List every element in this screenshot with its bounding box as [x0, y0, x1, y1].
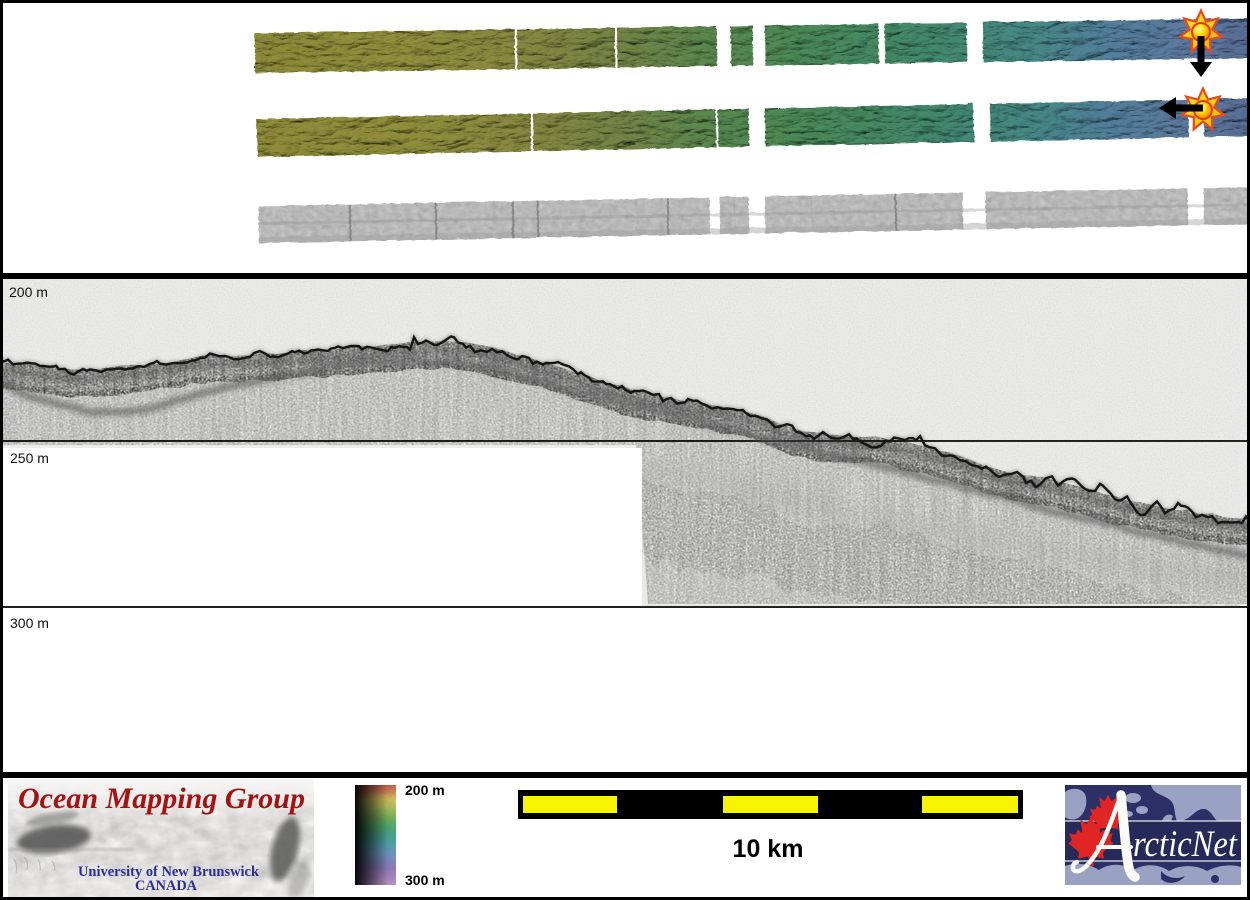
- svg-text:University of New Brunswick: University of New Brunswick: [78, 864, 260, 880]
- svg-text:300 m: 300 m: [405, 872, 445, 888]
- svg-text:300 m: 300 m: [10, 615, 49, 631]
- svg-text:250 m: 250 m: [10, 450, 49, 466]
- svg-text:200 m: 200 m: [405, 782, 445, 798]
- svg-text:rcticNet: rcticNet: [1133, 824, 1239, 865]
- svg-text:200 m: 200 m: [9, 284, 48, 300]
- svg-text:CANADA: CANADA: [135, 878, 197, 894]
- svg-text:10 km: 10 km: [733, 835, 804, 863]
- svg-text:Ocean Mapping Group: Ocean Mapping Group: [18, 782, 305, 815]
